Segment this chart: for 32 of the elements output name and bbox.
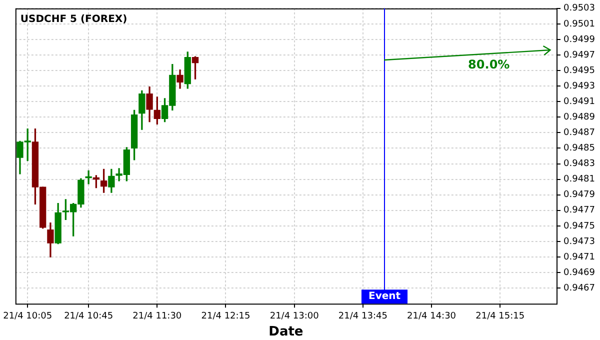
y-tick-label: 0.9479 <box>564 190 596 200</box>
y-tick-label: 0.9503 <box>564 4 596 14</box>
y-tick-label: 0.9483 <box>564 159 596 170</box>
x-tick-label: 21/4 12:15 <box>201 311 250 322</box>
y-tick-label: 0.9491 <box>564 96 596 107</box>
y-tick-label: 0.9497 <box>564 50 596 60</box>
text: USDCHF 5 (FOREX) <box>20 14 128 25</box>
y-tick-label: 0.9477 <box>564 206 596 216</box>
x-tick-label: 21/4 15:15 <box>476 311 525 322</box>
y-tick-label: 0.9493 <box>564 81 596 92</box>
y-tick-label: 0.9481 <box>564 174 596 185</box>
x-tick-label: 21/4 14:30 <box>407 311 456 322</box>
y-tick-label: 0.9471 <box>564 252 596 262</box>
y-tick-label: 0.9467 <box>564 283 596 294</box>
annotation: 80.0% <box>468 58 510 72</box>
y-tick-label: 0.9499 <box>564 34 596 45</box>
x-tick-label: 21/4 13:45 <box>338 311 388 322</box>
x-tick-label: 21/4 10:45 <box>64 311 114 322</box>
y-tick-label: 0.9501 <box>564 19 596 30</box>
x-tick-label: 21/4 11:30 <box>132 311 182 322</box>
y-tick-label: 0.9469 <box>564 268 596 278</box>
x-tick-label: 21/4 10:05 <box>3 311 52 322</box>
y-tick-label: 0.9473 <box>564 236 596 247</box>
x-tick-label: 21/4 13:00 <box>270 311 320 322</box>
y-tick-label: 0.9489 <box>564 112 596 122</box>
y-tick-label: 0.9475 <box>564 221 596 232</box>
candlestick <box>85 170 92 184</box>
x-axis-title: Date <box>268 324 304 340</box>
y-tick-label: 0.9485 <box>564 144 596 154</box>
y-tick-label: 0.9495 <box>564 66 596 76</box>
ref-line-label: Event <box>368 291 401 302</box>
y-tick-label: 0.9487 <box>564 128 596 138</box>
